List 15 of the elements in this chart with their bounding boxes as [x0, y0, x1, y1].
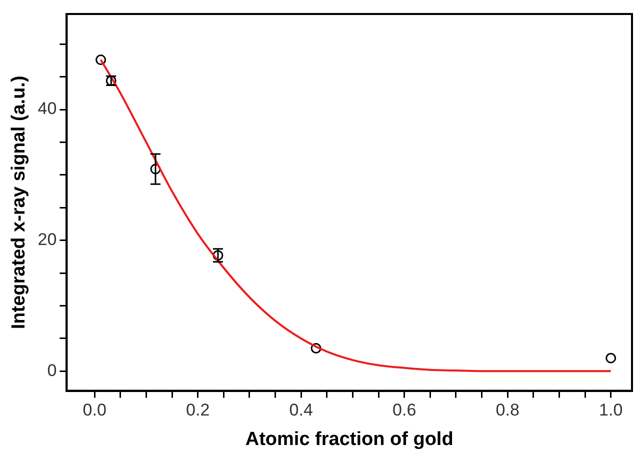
point: [150, 164, 161, 174]
x-tick-label: 0.8: [496, 400, 520, 420]
x-tick-label: 0.6: [392, 400, 416, 420]
x-tick-label: 1.0: [599, 400, 623, 420]
point: [310, 343, 322, 354]
x-tick-label: 0.4: [289, 400, 313, 420]
point: [606, 352, 616, 364]
y-tick-label: 20: [38, 230, 57, 250]
point: [96, 54, 106, 66]
y-tick-label: 0: [47, 360, 57, 380]
x-tick-label: 0.0: [82, 400, 106, 420]
y-axis-title: Integrated x-ray signal (a.u.): [8, 76, 30, 330]
x-tick-label: 0.2: [186, 400, 210, 420]
y-tick-label: 40: [38, 99, 57, 118]
x-axis-title: Atomic fraction of gold: [245, 428, 454, 450]
